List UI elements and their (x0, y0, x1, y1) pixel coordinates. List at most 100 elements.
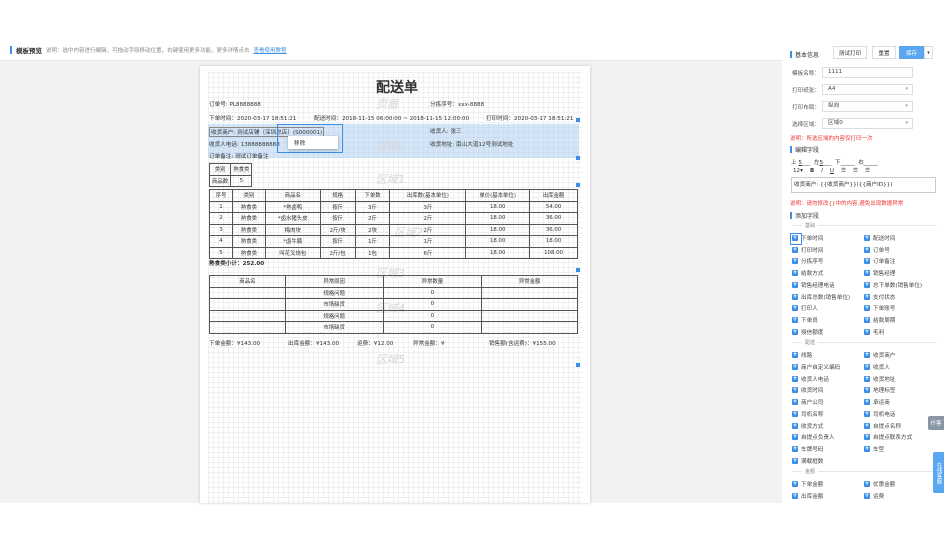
address-field[interactable]: 收货地址: 南山大道12号测试地址 (430, 142, 514, 148)
table-row: 规格问题 0 (209, 309, 578, 322)
add-field-item[interactable]: + 销售经理电话 (792, 280, 835, 289)
add-field-item[interactable]: + 运费 (864, 492, 885, 500)
cell: 2斤 (389, 223, 467, 236)
add-field-item[interactable]: + 总下单数(销售单位) (864, 280, 923, 289)
add-field-item[interactable]: + 销售经理 (864, 269, 896, 278)
align-center-icon[interactable]: ☰ (852, 168, 858, 174)
order-no[interactable]: 订单号: PL8888888 (209, 102, 261, 108)
category-table[interactable]: 类别 熟食类 商品数 5 (208, 163, 253, 187)
resize-handle[interactable] (576, 268, 580, 272)
save-dropdown-button[interactable]: ▾ (924, 46, 933, 59)
exception-table[interactable]: 商品名 异常原因 异常数量 异常金额 规格问题 0 市场缺货 0 规格问题 0 市场缺货 0 (209, 275, 578, 334)
add-field-item[interactable]: + 收货时间 (792, 386, 824, 395)
plus-icon: + (864, 433, 870, 441)
resize-handle[interactable] (576, 363, 580, 367)
reset-button[interactable]: 重置 (872, 46, 896, 59)
test-print-button[interactable]: 测试打印 (833, 46, 867, 59)
receiver-field[interactable]: 收货人: 张三 (430, 129, 462, 135)
doc-title[interactable]: 配送单 (376, 80, 418, 96)
field-group-divider: 配送 (792, 339, 937, 347)
add-field-item[interactable]: + 订单号 (864, 245, 890, 254)
add-field-item[interactable]: + 配送时间 (864, 234, 896, 242)
print-time[interactable]: 打印时间：2020-03-17 18:51:21 (486, 116, 574, 122)
total-exception[interactable]: 异常金额：¥ (413, 341, 445, 347)
menu-item-remove[interactable]: 移除 (294, 141, 306, 147)
italic-button[interactable]: I (821, 168, 823, 174)
tab-basic-info[interactable]: 基本信息 (790, 50, 819, 59)
total-order[interactable]: 下单金额：¥143.00 (209, 341, 261, 347)
add-field-item[interactable]: + 下单时间 (792, 234, 824, 242)
form-input[interactable]: 区域0 ▾ (822, 118, 913, 129)
add-field-item[interactable]: + 车牌号码 (792, 444, 824, 453)
resize-handle[interactable] (576, 118, 580, 122)
add-field-item[interactable]: + 优惠金额 (864, 480, 896, 489)
align-left-icon[interactable]: ☰ (840, 168, 846, 174)
add-field-item[interactable]: + 打印人 (792, 304, 818, 313)
add-field-item[interactable]: + 收货人电话 (792, 374, 829, 383)
add-field-item[interactable]: + 自提点联系方式 (864, 433, 913, 442)
add-field-item[interactable]: + 下单账号 (864, 304, 896, 313)
form-label: 打印布局： (792, 105, 820, 111)
form-input[interactable]: A4 ▾ (822, 84, 913, 95)
save-button[interactable]: 保存 (899, 46, 924, 59)
add-field-item[interactable]: + 支付状态 (864, 292, 896, 301)
add-field-item[interactable]: + 线路 (792, 351, 813, 360)
form-input[interactable]: 纵向 ▾ (822, 101, 913, 112)
add-field-item[interactable]: + 下单金额 (792, 480, 824, 489)
margin-inputs[interactable]: 上 5___ 左5___ 下_____ 右_____ (791, 160, 878, 166)
add-field-item[interactable]: + 分拣序号 (792, 257, 824, 266)
bold-button[interactable]: B (809, 168, 815, 174)
add-field-item[interactable]: + 收货人 (864, 363, 890, 371)
selection-box (277, 124, 343, 153)
add-field-item[interactable]: + 毛利 (864, 327, 885, 336)
total-out[interactable]: 出库金额：¥143.00 (288, 341, 340, 347)
add-field-item[interactable]: + 结款周期 (864, 315, 896, 324)
goods-table[interactable]: 序号 类别 商品名 规格 下单数 出库数(基本单位) 单价(基本单位) 出库金额 1 熟食类 *熟卤… (209, 189, 578, 259)
add-field-item[interactable]: + 承运商 (864, 398, 890, 407)
add-field-item[interactable]: + 收货商户 (864, 351, 896, 360)
online-service-tab[interactable]: 在线客服 (933, 452, 944, 493)
region-0-selected[interactable] (208, 124, 579, 158)
cell: 3斤 (354, 200, 391, 213)
add-field-item[interactable]: + 打印时间 (792, 245, 824, 254)
remark-field[interactable]: 订单备注: 测试订单备注 (209, 154, 269, 160)
resize-handle[interactable] (576, 183, 580, 187)
add-field-item[interactable]: + 司机电话 (864, 409, 896, 418)
font-size-select[interactable]: 12▾ (793, 168, 803, 174)
order-time[interactable]: 下单时间：2020-03-17 18:51:21 (209, 116, 297, 122)
sort-no[interactable]: 分拣序号：xxx-8888 (430, 102, 485, 108)
cell (209, 286, 286, 299)
add-field-item[interactable]: + 自提点负责人 (792, 433, 835, 442)
subtotal[interactable]: 熟食类小计：252.00 (209, 261, 265, 267)
tutorial-link[interactable]: 查看使用教程 (253, 48, 287, 54)
qianke-tab[interactable]: 仟客 (928, 416, 944, 430)
total-sales[interactable]: 销售额(含运费)：¥155.00 (489, 341, 556, 347)
add-field-item[interactable]: + 地理标签 (864, 386, 896, 395)
delivery-time[interactable]: 配送时间：2018-11-15 06:00:00 ~ 2018-11-15 12… (314, 116, 470, 122)
add-field-item[interactable]: + 出库总数(销售单位) (792, 292, 851, 301)
add-field-item[interactable]: + 司机名称 (792, 409, 824, 418)
add-field-item[interactable]: + 订单备注 (864, 257, 896, 266)
add-field-item[interactable]: + 授信额度 (792, 327, 824, 336)
customer-field[interactable]: 收货商户: 测试店铺（深圳总店）(S000001) (209, 127, 325, 137)
add-field-item[interactable]: + 车型 (864, 444, 885, 453)
add-field-item[interactable]: + 收货方式 (792, 421, 824, 430)
add-field-item[interactable]: + 结款方式 (792, 269, 824, 278)
field-textarea[interactable]: 收货商户: {{收货商户}}({{商户ID}}) (791, 177, 936, 193)
add-field-item[interactable]: + 自提点名称 (864, 421, 901, 430)
print-canvas[interactable]: 配送单 页眉 区域0 区域1 区域2 区域3 区域4 区域5 订单号: PL88… (200, 66, 590, 503)
align-right-icon[interactable]: ☰ (865, 168, 871, 174)
total-freight[interactable]: 运费：¥12.00 (357, 341, 394, 347)
underline-button[interactable]: U (829, 168, 834, 174)
add-field-item[interactable]: + 出库金额 (792, 492, 824, 500)
add-field-item[interactable]: + 收货地址 (864, 374, 896, 383)
resize-handle[interactable] (576, 156, 580, 160)
form-label: 打印纸张： (792, 88, 820, 94)
add-field-item[interactable]: + 下单员 (792, 315, 818, 324)
add-field-item[interactable]: + 商户自定义编码 (792, 363, 841, 371)
cell: 3 (209, 223, 233, 236)
form-input[interactable]: 1111 (822, 67, 913, 78)
add-field-item[interactable]: + 满载框数 (792, 456, 824, 465)
add-field-item[interactable]: + 商户公司 (792, 398, 824, 407)
phone-field[interactable]: 收货人电话: 13888888888 (209, 142, 280, 148)
